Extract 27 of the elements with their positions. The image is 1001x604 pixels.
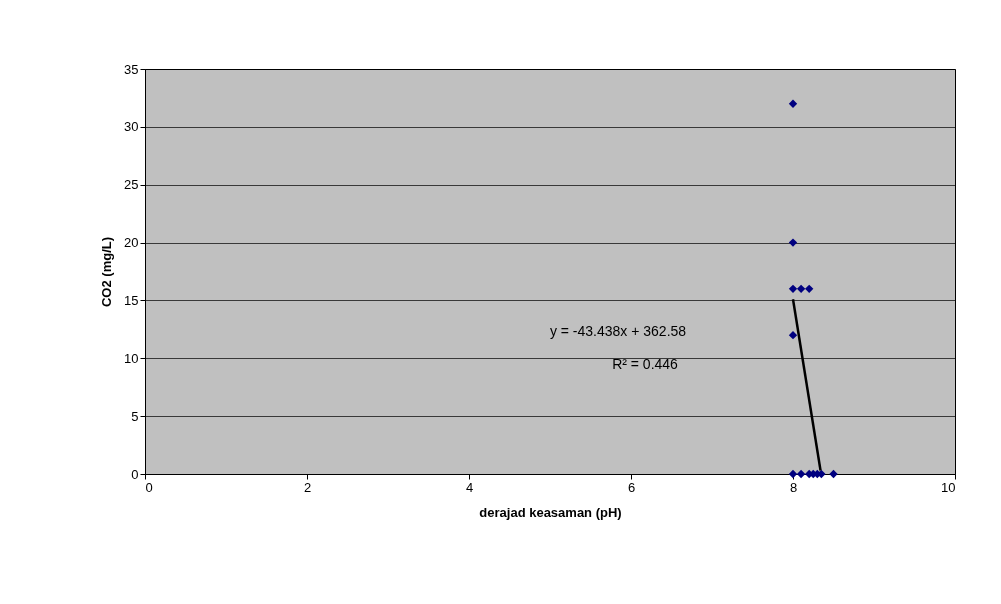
y-tick-label: 15 [124, 292, 139, 308]
y-tick-label: 5 [131, 408, 139, 424]
point [788, 330, 798, 340]
y-axis-title: CO2 (mg/L) [99, 236, 115, 308]
point [788, 238, 798, 247]
point [796, 469, 806, 479]
y-tick-label: 35 [124, 61, 139, 77]
point [788, 99, 798, 108]
point [829, 469, 838, 479]
y-tick-label: 0 [131, 466, 139, 482]
y-tick-label: 10 [124, 350, 139, 366]
y-tick-label: 20 [124, 235, 139, 251]
x-tick-label: 2 [303, 479, 312, 495]
y-tick-label: 30 [124, 119, 139, 135]
x-axis-title: derajad keasaman (pH) [479, 504, 622, 520]
point [788, 469, 798, 479]
y-tick-label: 25 [124, 177, 139, 193]
x-tick-label: 4 [465, 479, 474, 495]
point [788, 284, 798, 294]
point [805, 284, 814, 294]
point [796, 284, 806, 294]
annotation: R² = 0.446 [612, 356, 679, 372]
x-tick-label: 10 [941, 479, 956, 495]
x-tick-label: 0 [145, 479, 153, 495]
annotation: y = -43.438x + 362.58 [549, 323, 687, 339]
x-tick-label: 8 [789, 479, 798, 495]
x-tick-label: 6 [627, 479, 636, 495]
